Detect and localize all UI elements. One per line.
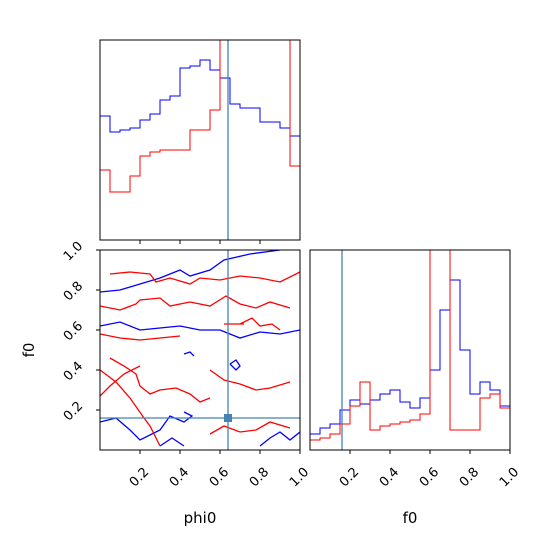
truth-point bbox=[224, 414, 232, 422]
xlabel-f0: f0 bbox=[403, 509, 418, 527]
hist-phi0 bbox=[99, 39, 301, 244]
contour-phi0-f0-contour-1-5 bbox=[100, 365, 141, 397]
contour-phi0-f0-contour-1-3 bbox=[109, 357, 211, 403]
hist-f0-frame bbox=[309, 249, 511, 451]
contour-phi0-f0-contour-0-5 bbox=[183, 351, 195, 357]
contour-phi0-f0-contour-1-4 bbox=[100, 369, 161, 447]
contour-phi0-f0-contour-1-7 bbox=[209, 421, 291, 435]
contour-phi0-f0-contour-1-8 bbox=[239, 317, 281, 331]
contour-phi0-f0-contour-1-0 bbox=[109, 271, 300, 285]
contour-phi0-f0-plot-area bbox=[100, 250, 300, 450]
hist-phi0-series-1 bbox=[100, 40, 300, 193]
hist-f0-series-1 bbox=[310, 250, 510, 441]
ylabel-f0: f0 bbox=[20, 343, 38, 358]
xlabel-phi0: phi0 bbox=[184, 509, 217, 527]
contour-phi0-f0-contour-1-2 bbox=[100, 333, 181, 341]
contour-phi0-f0-contour-1-6 bbox=[209, 369, 291, 391]
contour-phi0-f0-contour-0-3 bbox=[229, 359, 241, 371]
contour-phi0-f0-contour-0-4 bbox=[259, 431, 300, 447]
hist-phi0-series-0 bbox=[100, 59, 300, 137]
hist-f0-series-0 bbox=[310, 279, 510, 435]
hist-phi0-frame bbox=[99, 39, 301, 241]
contour-phi0-f0-contour-0-0 bbox=[100, 250, 281, 293]
contour-phi0-f0-contour-1-1 bbox=[100, 295, 291, 311]
contour-phi0-f0-contour-0-6 bbox=[159, 437, 185, 447]
hist-f0-plot-area bbox=[310, 250, 510, 450]
hist-phi0-plot-area bbox=[100, 40, 300, 240]
contour-phi0-f0-frame bbox=[99, 249, 301, 451]
contour-phi0-f0-contour-0-1 bbox=[100, 321, 300, 339]
